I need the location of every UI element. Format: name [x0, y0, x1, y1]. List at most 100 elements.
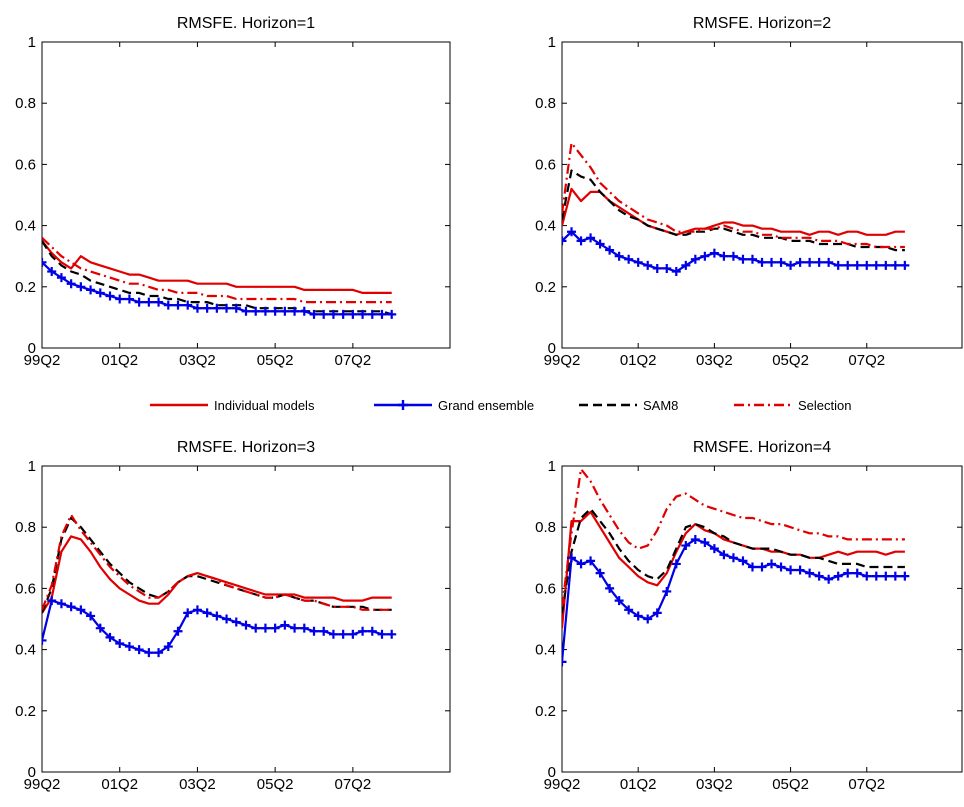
data-point	[319, 626, 329, 636]
data-point	[881, 571, 891, 581]
data-point	[681, 541, 691, 551]
legend-marker	[398, 400, 408, 410]
data-point	[633, 611, 643, 621]
data-point	[358, 626, 368, 636]
data-point	[852, 568, 862, 578]
series-line-individual-models	[562, 187, 905, 236]
data-point	[42, 257, 47, 267]
data-point	[843, 260, 853, 270]
chart-panel-4: RMSFE. Horizon=4 0 0.2 0.4 0.6 0.8 1 99Q2 01Q2 03…	[535, 439, 963, 793]
y-tick-label: 0	[28, 340, 36, 357]
data-point	[124, 642, 134, 652]
data-point	[662, 263, 672, 273]
data-point	[871, 571, 881, 581]
data-point	[900, 571, 910, 581]
data-point	[795, 257, 805, 267]
data-point	[47, 267, 57, 276]
y-tick-label: 0.6	[535, 156, 556, 173]
data-point	[328, 309, 338, 319]
series-line-selection	[42, 513, 392, 611]
data-point	[338, 309, 348, 319]
series-line-individual-models	[42, 240, 392, 294]
data-point	[348, 629, 358, 639]
data-point	[562, 657, 567, 667]
data-point	[709, 248, 719, 258]
data-point	[890, 571, 900, 581]
data-point	[562, 236, 567, 246]
y-tick-label: 0.2	[15, 703, 36, 720]
y-tick-label: 0.8	[15, 519, 36, 536]
series-line-sam8	[562, 169, 905, 252]
data-point	[95, 623, 105, 633]
data-point	[251, 306, 261, 316]
data-point	[824, 574, 834, 584]
data-point	[719, 251, 729, 261]
data-point	[614, 251, 624, 261]
legend: Individual models Grand ensemble SAM8 Selec…	[150, 398, 851, 413]
x-tick-label: 03Q2	[179, 776, 216, 793]
y-tick-label: 0.2	[535, 279, 556, 296]
data-point	[671, 267, 681, 276]
x-tick-label: 01Q2	[101, 776, 138, 793]
data-point	[348, 309, 358, 319]
y-tick-label: 0.4	[15, 642, 36, 659]
y-tick-label: 0.8	[535, 95, 556, 112]
legend-label: Individual models	[214, 398, 315, 413]
data-point	[76, 605, 86, 615]
x-tick-label: 05Q2	[772, 352, 809, 369]
data-point	[586, 556, 596, 566]
data-point	[251, 623, 261, 633]
data-point	[862, 260, 872, 270]
data-point	[192, 303, 202, 313]
data-point	[595, 239, 605, 249]
data-point	[624, 254, 634, 264]
series-line-sam8	[42, 516, 392, 614]
data-point	[643, 260, 653, 270]
data-point	[367, 309, 377, 319]
data-point	[633, 257, 643, 267]
data-point	[105, 632, 115, 642]
series-line-selection	[562, 468, 905, 607]
x-tick-label: 99Q2	[544, 352, 581, 369]
data-point	[124, 294, 134, 304]
series-line-selection	[562, 141, 905, 249]
x-tick-label: 05Q2	[772, 776, 809, 793]
data-point	[47, 596, 57, 606]
data-point	[833, 571, 843, 581]
x-tick-label: 01Q2	[101, 352, 138, 369]
x-tick-label: 03Q2	[696, 352, 733, 369]
series-line-individual-models	[562, 510, 905, 629]
data-point	[192, 605, 202, 615]
data-point	[709, 544, 719, 554]
data-point	[700, 251, 710, 261]
y-tick-label: 1	[548, 34, 556, 51]
data-point	[871, 260, 881, 270]
y-tick-label: 0.8	[535, 519, 556, 536]
data-point	[86, 285, 96, 295]
data-point	[358, 309, 368, 319]
series-line-individual-models	[42, 535, 392, 614]
data-point	[757, 257, 767, 267]
data-point	[805, 568, 815, 578]
data-point	[681, 260, 691, 270]
data-point	[260, 623, 270, 633]
x-tick-label: 07Q2	[335, 352, 372, 369]
x-tick-label: 01Q2	[620, 352, 657, 369]
data-point	[862, 571, 872, 581]
y-tick-label: 0.2	[535, 703, 556, 720]
series-group	[562, 468, 910, 667]
data-point	[241, 620, 251, 630]
y-tick-label: 0.6	[15, 156, 36, 173]
data-point	[671, 559, 681, 569]
data-point	[567, 553, 577, 563]
x-tick-label: 99Q2	[24, 352, 61, 369]
data-point	[309, 626, 319, 636]
x-tick-label: 07Q2	[848, 352, 885, 369]
x-tick-label: 03Q2	[696, 776, 733, 793]
data-point	[377, 629, 387, 639]
data-point	[56, 273, 66, 283]
data-point	[824, 257, 834, 267]
data-point	[843, 568, 853, 578]
data-point	[173, 300, 183, 310]
